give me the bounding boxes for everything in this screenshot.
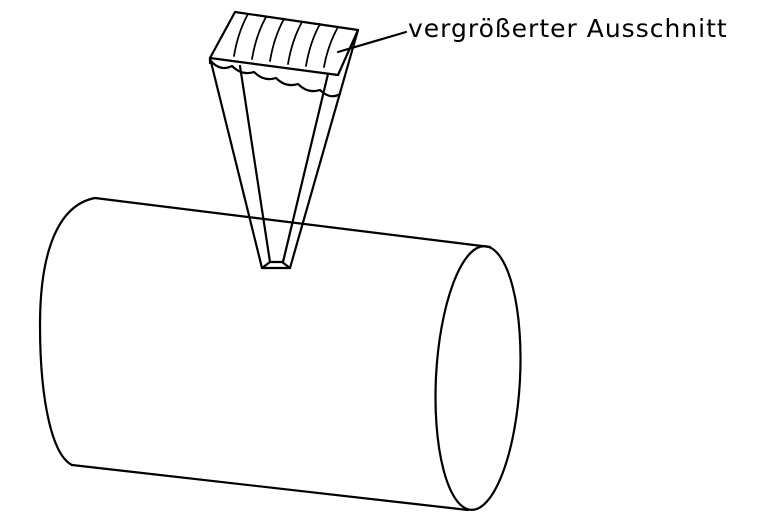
cylinder-left-cap [38,196,97,467]
callout-label: vergrößerter Ausschnitt [408,14,728,43]
section-top-face [208,10,360,77]
section-wavy-edge [208,58,342,98]
cylinder [38,196,522,512]
cylinder-bottom-edge [70,463,470,512]
magnified-section [208,10,360,270]
taper-right-outer [288,28,360,270]
cylinder-front-face [434,245,522,511]
section-tip [260,260,292,270]
section-hatching [233,13,339,68]
taper-left-inner [238,64,272,264]
callout-leader-line [336,30,408,54]
taper-right-inner [281,72,330,264]
taper-left-outer [208,56,264,270]
